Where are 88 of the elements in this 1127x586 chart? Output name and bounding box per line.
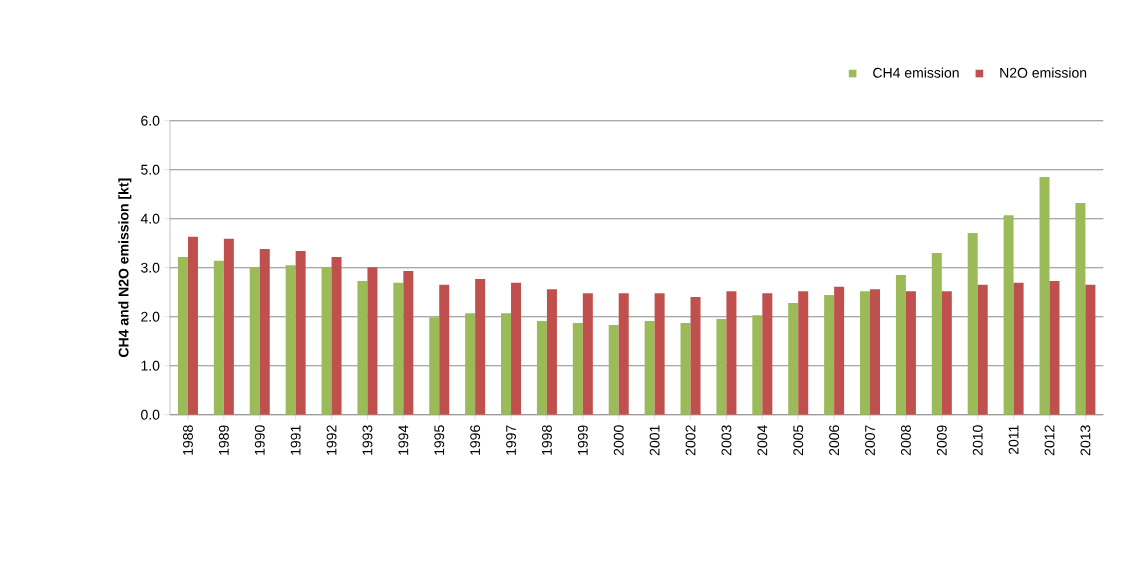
x-tick-label: 2001 [649, 425, 660, 456]
bar [331, 256, 342, 415]
bar [654, 293, 665, 415]
bar [285, 265, 296, 415]
x-tick-label: 1997 [506, 425, 516, 455]
bar [905, 291, 916, 415]
x-tick-label: 1999 [577, 425, 588, 455]
y-tick-label: 5.0 [141, 164, 160, 175]
bar [788, 302, 799, 415]
bar [931, 252, 942, 415]
bar [941, 291, 952, 415]
bar [357, 280, 368, 415]
bar [439, 284, 450, 415]
x-tick-label: 2011 [1008, 425, 1019, 455]
x-tick-label: 1990 [254, 425, 265, 455]
bar [367, 267, 378, 415]
bar [824, 295, 835, 415]
x-tick-label: 1992 [326, 425, 337, 455]
bar [716, 319, 727, 415]
bar [1085, 284, 1096, 415]
bar [798, 291, 809, 415]
x-tick-label: 2006 [829, 425, 840, 456]
bar [1013, 282, 1024, 415]
x-tick-label: 2008 [900, 425, 911, 456]
x-tick-label: 1988 [183, 425, 193, 455]
x-tick-label: 1993 [362, 425, 373, 455]
bar [680, 323, 691, 415]
bar [572, 323, 583, 415]
bar [1049, 280, 1060, 415]
x-tick-label: 1994 [398, 425, 409, 455]
legend-label: CH4 emission [873, 67, 959, 78]
bar [752, 315, 763, 415]
bar [393, 282, 404, 415]
bar [546, 289, 557, 415]
bar [644, 321, 655, 415]
bar [582, 293, 593, 415]
y-tick-label: 1.0 [141, 360, 160, 371]
y-tick-label: 0.0 [141, 409, 160, 420]
bar [608, 325, 619, 415]
bar [870, 289, 881, 415]
bar [834, 286, 845, 415]
bar [249, 267, 260, 415]
x-tick-label: 2012 [1044, 425, 1055, 456]
y-tick-label: 2.0 [141, 311, 160, 322]
x-tick-label: 2005 [793, 425, 804, 456]
bar [429, 317, 440, 415]
x-tick-label: 1996 [470, 425, 481, 455]
bar [726, 291, 737, 415]
bar [177, 256, 188, 415]
x-tick-label: 1998 [541, 425, 552, 455]
y-axis-title: CH4 and N2O emission [kt] [118, 178, 132, 357]
bar [259, 249, 270, 415]
y-tick-label: 3.0 [141, 262, 160, 273]
y-tick-label: 4.0 [140, 213, 160, 224]
bar [223, 238, 234, 415]
bar [690, 297, 701, 415]
x-tick-label: 2000 [613, 425, 624, 456]
bar [1039, 177, 1050, 415]
bar [321, 267, 332, 415]
x-tick-label: 1991 [290, 425, 301, 455]
x-tick-label: 2009 [936, 425, 947, 456]
bar [977, 284, 988, 415]
bar [295, 251, 306, 415]
x-tick-label: 2002 [685, 425, 696, 456]
x-tick-label: 2003 [721, 425, 732, 456]
x-tick-label: 1995 [434, 425, 445, 455]
legend-label: N2O emission [1000, 67, 1087, 78]
bar [860, 291, 871, 415]
x-tick-label: 1989 [218, 425, 229, 455]
x-tick-label: 2013 [1080, 425, 1091, 456]
bar [403, 271, 414, 415]
x-tick-label: 2004 [757, 425, 768, 456]
bar [618, 293, 629, 415]
bar [1003, 215, 1014, 415]
bar [762, 293, 773, 415]
bar [536, 321, 547, 415]
bar [1075, 202, 1086, 415]
x-tick-label: 2007 [865, 425, 875, 456]
y-tick-label: 6.0 [141, 115, 160, 126]
bar [475, 278, 486, 415]
bar [501, 313, 512, 415]
bar [511, 282, 522, 415]
bar [213, 260, 224, 415]
bar [895, 275, 906, 415]
bar [465, 313, 476, 415]
bar [187, 236, 198, 415]
bar [967, 232, 978, 415]
x-tick-label: 2010 [972, 425, 983, 456]
